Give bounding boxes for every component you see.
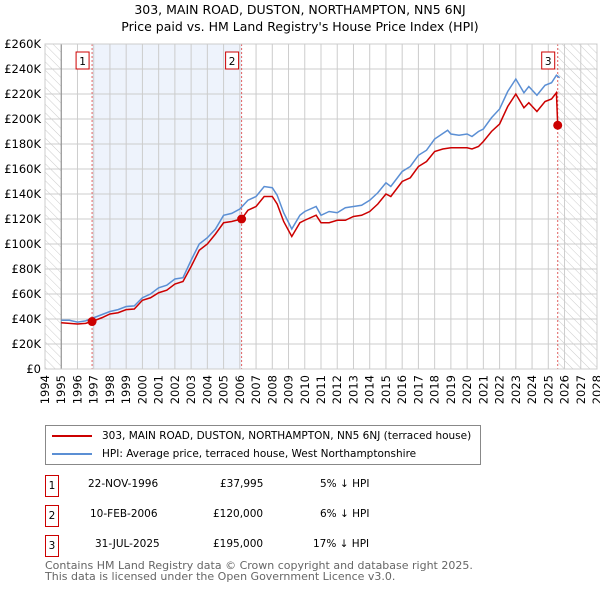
hpi-diff: 6% ↓ HPI — [320, 508, 370, 520]
hpi-diff: 17% ↓ HPI — [313, 538, 370, 550]
footer-line-2: This data is licensed under the Open Gov… — [45, 570, 396, 583]
x-tick-label: 2026 — [558, 375, 572, 404]
sale-point — [87, 317, 97, 327]
price-paid-line — [61, 90, 559, 325]
x-tick-label: 2023 — [509, 375, 523, 404]
transaction-row: 2 10-FEB-2006 £120,000 6% ↓ HPI — [45, 505, 445, 527]
legend-item-hpi: HPI: Average price, terraced house, West… — [52, 445, 416, 463]
date: 10-FEB-2006 — [90, 508, 158, 520]
y-tick-label: £180K — [4, 137, 41, 151]
x-tick-label: 2027 — [574, 375, 588, 404]
x-tick-label: 1994 — [38, 375, 52, 404]
x-tick-label: 2025 — [541, 375, 555, 404]
x-tick-label: 2016 — [395, 375, 409, 404]
x-tick-label: 2009 — [282, 375, 296, 404]
x-tick-label: 2014 — [363, 375, 377, 404]
marker-badge: 1 — [45, 475, 59, 497]
x-tick-label: 2028 — [590, 375, 600, 404]
hpi-line — [61, 74, 561, 323]
price-chart: 1994 1995 1996 1997 1998 1999 2000 2001 2002 2003… — [4, 37, 600, 404]
y-tick-label: £140K — [4, 187, 41, 201]
x-tick-label: 2007 — [249, 375, 263, 404]
x-tick-label: 1995 — [54, 375, 68, 404]
x-tick-label: 2024 — [525, 375, 539, 404]
sale-label: 3 — [545, 56, 552, 68]
x-tick-label: 2005 — [217, 375, 231, 404]
x-tick-label: 2008 — [265, 375, 279, 404]
x-tick-label: 2006 — [233, 375, 247, 404]
date: 22-NOV-1996 — [88, 478, 159, 490]
x-tick-label: 2019 — [444, 375, 458, 404]
hatched-region-before — [45, 44, 62, 369]
x-tick-label: 2013 — [346, 375, 360, 404]
footer-line-1: Contains HM Land Registry data © Crown c… — [45, 559, 473, 572]
x-tick-label: 2004 — [200, 375, 214, 404]
blue-line-swatch — [52, 453, 92, 455]
red-line-swatch — [52, 435, 92, 437]
y-tick-label: £260K — [4, 37, 41, 51]
title-line-1: 303, MAIN ROAD, DUSTON, NORTHAMPTON, NN5… — [134, 2, 466, 17]
x-tick-label: 1997 — [87, 375, 101, 404]
x-tick-label: 2003 — [184, 375, 198, 404]
marker-badge: 2 — [45, 505, 59, 527]
hatched-region-after — [558, 44, 597, 369]
y-tick-label: £0 — [26, 362, 41, 376]
y-tick-label: £20K — [12, 337, 42, 351]
title-line-2: Price paid vs. HM Land Registry's House … — [121, 19, 479, 34]
sale-point — [553, 120, 563, 130]
x-tick-label: 2021 — [476, 375, 490, 404]
x-tick-label: 2001 — [152, 375, 166, 404]
y-tick-label: £220K — [4, 87, 41, 101]
x-tick-label: 2011 — [314, 375, 328, 404]
marker-badge: 3 — [45, 535, 59, 557]
x-tick-label: 2002 — [168, 375, 182, 404]
sale-label-box — [225, 51, 240, 70]
y-tick-label: £80K — [12, 262, 42, 276]
x-tick-label: 1999 — [119, 375, 133, 404]
y-tick-label: £240K — [4, 62, 41, 76]
x-tick-label: 1996 — [70, 375, 84, 404]
legend: 303, MAIN ROAD, DUSTON, NORTHAMPTON, NN5… — [45, 425, 481, 465]
y-tick-label: £40K — [12, 312, 42, 326]
chart-title: 303, MAIN ROAD, DUSTON, NORTHAMPTON, NN5… — [0, 1, 600, 35]
plot-border — [44, 43, 598, 370]
x-tick-label: 2010 — [298, 375, 312, 404]
y-tick-label: £60K — [12, 287, 42, 301]
y-tick-label: £100K — [4, 237, 41, 251]
sale-label-box — [541, 51, 556, 70]
x-tick-label: 1998 — [103, 375, 117, 404]
y-tick-label: £200K — [4, 112, 41, 126]
legend-label: HPI: Average price, terraced house, West… — [102, 448, 417, 460]
ownership-shade — [92, 44, 242, 369]
legend-item-property: 303, MAIN ROAD, DUSTON, NORTHAMPTON, NN5… — [52, 427, 471, 445]
sale-label: 2 — [229, 56, 236, 68]
y-tick-label: £120K — [4, 212, 41, 226]
x-tick-label: 2022 — [493, 375, 507, 404]
date: 31-JUL-2025 — [95, 538, 160, 550]
y-tick-label: £160K — [4, 162, 41, 176]
hpi-diff: 5% ↓ HPI — [320, 478, 370, 490]
price: £120,000 — [213, 508, 264, 520]
transaction-row: 3 31-JUL-2025 £195,000 17% ↓ HPI — [45, 535, 445, 557]
sale-label-box — [75, 51, 90, 70]
x-tick-label: 2020 — [460, 375, 474, 404]
footer: Contains HM Land Registry data © Crown c… — [45, 560, 473, 582]
price: £37,995 — [220, 478, 264, 490]
x-tick-label: 2018 — [428, 375, 442, 404]
transaction-row: 1 22-NOV-1996 £37,995 5% ↓ HPI — [45, 475, 445, 497]
legend-label: 303, MAIN ROAD, DUSTON, NORTHAMPTON, NN5… — [102, 430, 472, 442]
x-tick-label: 2012 — [330, 375, 344, 404]
x-tick-label: 2017 — [411, 375, 425, 404]
x-tick-label: 2015 — [379, 375, 393, 404]
price: £195,000 — [213, 538, 264, 550]
x-tick-label: 2000 — [135, 375, 149, 404]
sale-point — [237, 214, 247, 224]
sale-label: 1 — [79, 56, 86, 68]
